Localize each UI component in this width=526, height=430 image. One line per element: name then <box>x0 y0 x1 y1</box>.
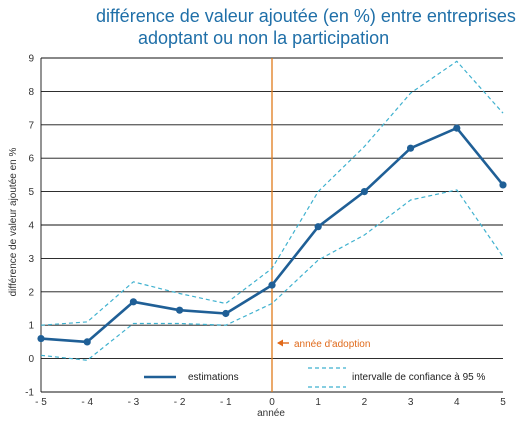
x-tick-label: 0 <box>269 397 275 408</box>
x-tick-labels: - 5 - 4 - 3 - 2 - 1 0 1 2 3 4 5 <box>35 397 506 408</box>
x-tick-label: - 3 <box>128 397 140 408</box>
y-axis-label: différence de valeur ajoutée en % <box>8 147 19 296</box>
x-tick-label: - 5 <box>35 397 47 408</box>
data-points <box>37 124 507 346</box>
y-tick-label: 6 <box>28 154 34 165</box>
y-tick-label: 4 <box>28 221 34 232</box>
data-point-estimations <box>222 309 230 318</box>
legend-label-estimations: estimations <box>188 372 239 383</box>
adoption-annotation: année d'adoption <box>277 339 370 350</box>
data-point-estimations <box>83 338 91 346</box>
legend: estimations intervalle de confiance à 95… <box>144 367 486 388</box>
x-tick-label: 2 <box>362 397 368 408</box>
x-tick-label: 4 <box>454 397 460 408</box>
x-tick-label: - 1 <box>220 397 232 408</box>
data-point-estimations <box>268 281 276 289</box>
series-line-ci-upper <box>40 60 504 326</box>
y-tick-label: 0 <box>28 354 34 365</box>
data-point-estimations <box>360 188 368 196</box>
annotation-arrow-head <box>277 339 283 347</box>
chart-title-line-1: différence de valeur ajoutée (en %) entr… <box>96 6 516 26</box>
y-tick-label: 1 <box>28 321 34 332</box>
x-tick-label: - 2 <box>174 397 186 408</box>
data-point-estimations <box>176 306 184 314</box>
y-tick-label: 7 <box>28 120 34 131</box>
data-point-estimations <box>37 334 45 343</box>
data-point-estimations <box>453 124 461 132</box>
data-point-estimations <box>407 144 415 152</box>
grid-lines <box>40 57 503 393</box>
y-tick-label: 2 <box>28 287 34 298</box>
x-tick-label: 5 <box>500 397 506 408</box>
series-line-ci-lower <box>40 189 504 361</box>
y-tick-label: 9 <box>28 54 34 65</box>
y-tick-label: 5 <box>28 187 34 198</box>
annotation-label: année d'adoption <box>294 339 370 350</box>
legend-label-ci: intervalle de confiance à 95 % <box>352 372 486 383</box>
x-axis-label: année <box>257 408 285 419</box>
x-tick-label: 1 <box>315 397 321 408</box>
y-tick-labels: -1 0 1 2 3 4 5 6 7 8 9 <box>25 54 34 399</box>
data-point-estimations <box>129 298 137 306</box>
data-point-estimations <box>499 181 507 189</box>
y-tick-label: -1 <box>25 388 34 399</box>
y-tick-label: 8 <box>28 87 34 98</box>
x-tick-label: 3 <box>408 397 414 408</box>
x-tick-label: - 4 <box>81 397 93 408</box>
y-tick-label: 3 <box>28 254 34 265</box>
data-point-estimations <box>314 223 322 231</box>
chart-title-line-2: adoptant ou non la participation <box>138 28 390 48</box>
